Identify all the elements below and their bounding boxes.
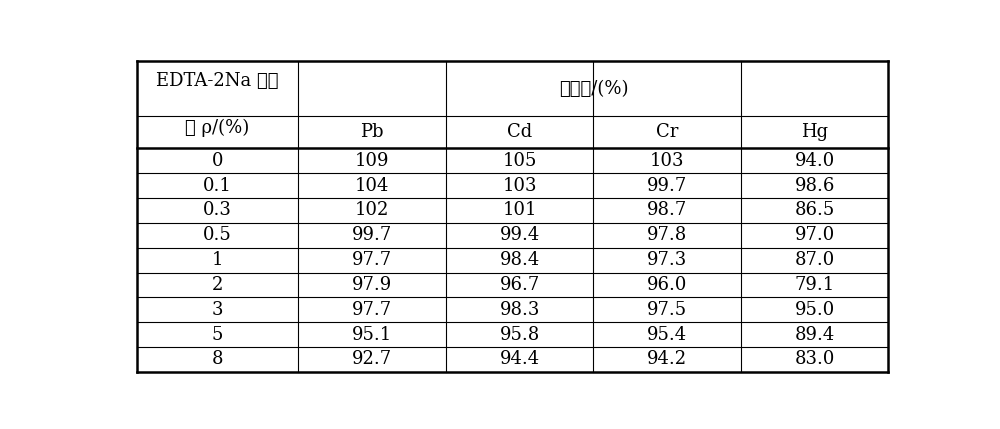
Text: 97.7: 97.7 <box>352 301 392 319</box>
Text: 96.7: 96.7 <box>500 276 540 294</box>
Text: 94.0: 94.0 <box>795 152 835 170</box>
Text: 86.5: 86.5 <box>795 202 835 220</box>
Text: 95.1: 95.1 <box>352 326 392 344</box>
Text: 109: 109 <box>355 152 389 170</box>
Text: 0: 0 <box>212 152 223 170</box>
Text: EDTA-2Na 加入: EDTA-2Na 加入 <box>156 73 279 91</box>
Text: 95.8: 95.8 <box>500 326 540 344</box>
Text: 97.9: 97.9 <box>352 276 392 294</box>
Text: 105: 105 <box>502 152 537 170</box>
Text: 97.8: 97.8 <box>647 226 687 244</box>
Text: 103: 103 <box>502 177 537 195</box>
Text: 98.4: 98.4 <box>500 251 540 269</box>
Text: 97.7: 97.7 <box>352 251 392 269</box>
Text: 96.0: 96.0 <box>647 276 687 294</box>
Text: 0.3: 0.3 <box>203 202 232 220</box>
Text: 8: 8 <box>212 350 223 369</box>
Text: 99.7: 99.7 <box>647 177 687 195</box>
Text: 87.0: 87.0 <box>795 251 835 269</box>
Text: 92.7: 92.7 <box>352 350 392 369</box>
Text: 98.6: 98.6 <box>794 177 835 195</box>
Text: Cd: Cd <box>507 123 532 141</box>
Text: Pb: Pb <box>360 123 384 141</box>
Text: 104: 104 <box>355 177 389 195</box>
Text: 95.4: 95.4 <box>647 326 687 344</box>
Text: Hg: Hg <box>801 123 828 141</box>
Text: 1: 1 <box>212 251 223 269</box>
Text: 99.4: 99.4 <box>500 226 540 244</box>
Text: 3: 3 <box>212 301 223 319</box>
Text: 98.3: 98.3 <box>499 301 540 319</box>
Text: 2: 2 <box>212 276 223 294</box>
Text: 97.5: 97.5 <box>647 301 687 319</box>
Text: 0.5: 0.5 <box>203 226 232 244</box>
Text: 97.3: 97.3 <box>647 251 687 269</box>
Text: 89.4: 89.4 <box>795 326 835 344</box>
Text: 0.1: 0.1 <box>203 177 232 195</box>
Text: 97.0: 97.0 <box>795 226 835 244</box>
Text: 94.4: 94.4 <box>500 350 540 369</box>
Text: 83.0: 83.0 <box>794 350 835 369</box>
Text: 量 ρ/(%): 量 ρ/(%) <box>185 119 250 137</box>
Text: 102: 102 <box>355 202 389 220</box>
Text: 103: 103 <box>650 152 684 170</box>
Text: 94.2: 94.2 <box>647 350 687 369</box>
Text: 101: 101 <box>502 202 537 220</box>
Text: 回收率/(%): 回收率/(%) <box>559 79 628 97</box>
Text: 99.7: 99.7 <box>352 226 392 244</box>
Text: 98.7: 98.7 <box>647 202 687 220</box>
Text: Cr: Cr <box>656 123 678 141</box>
Text: 5: 5 <box>212 326 223 344</box>
Text: 95.0: 95.0 <box>795 301 835 319</box>
Text: 79.1: 79.1 <box>795 276 835 294</box>
